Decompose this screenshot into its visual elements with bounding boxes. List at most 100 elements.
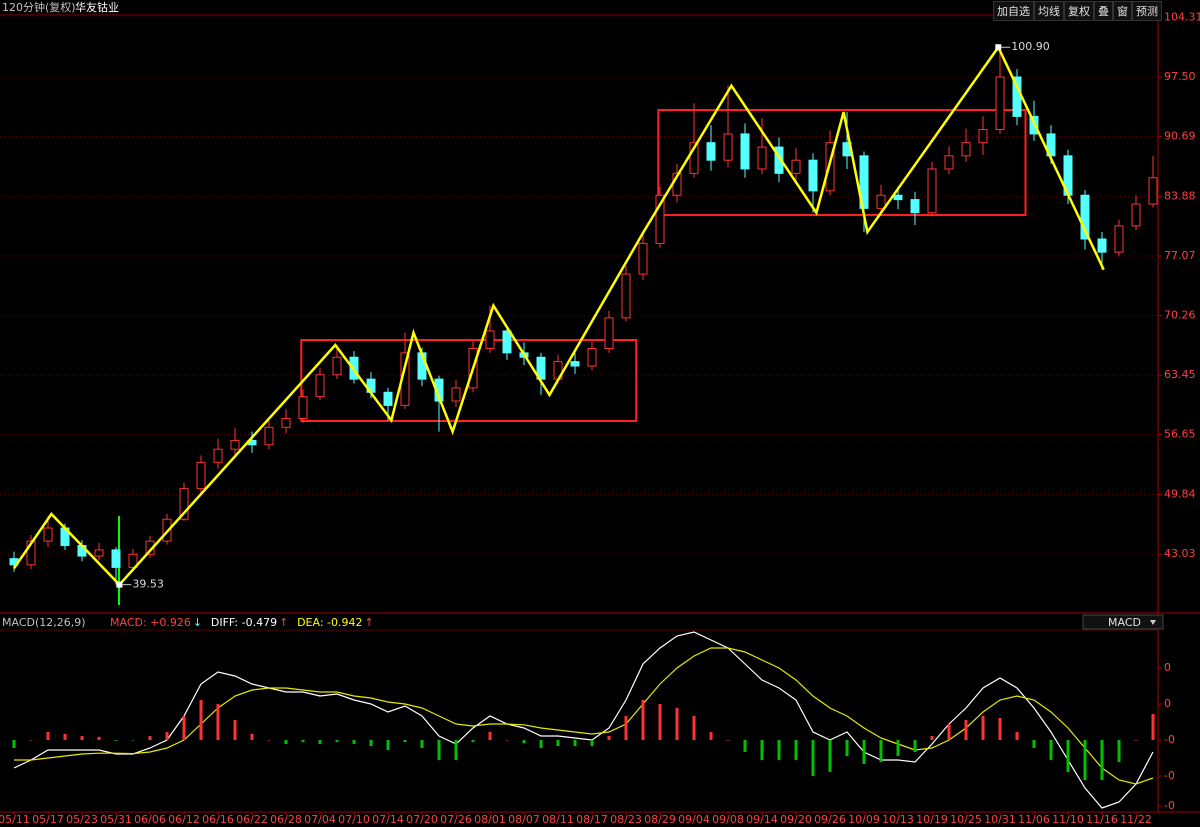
x-tick-label: 05/17 bbox=[32, 813, 64, 826]
macd-bar bbox=[845, 740, 849, 756]
candle-body bbox=[1131, 203, 1141, 227]
macd-bar bbox=[522, 740, 526, 744]
candle-body bbox=[332, 356, 342, 376]
annotation-label: 39.53 bbox=[132, 578, 164, 591]
range-box bbox=[300, 338, 638, 422]
y-tick-label: -0 bbox=[1164, 733, 1175, 746]
macd-bar bbox=[1134, 740, 1138, 741]
x-tick-label: 11/06 bbox=[1018, 813, 1050, 826]
x-tick-label: 07/26 bbox=[440, 813, 472, 826]
macd-bar bbox=[233, 720, 237, 740]
macd-bar bbox=[216, 704, 220, 740]
toolbar-button[interactable]: 预测 bbox=[1132, 1, 1162, 21]
macd-bar bbox=[556, 740, 560, 746]
toolbar-button[interactable]: 均线 bbox=[1034, 1, 1064, 21]
annotation-label: 100.90 bbox=[1011, 40, 1050, 53]
macd-bar bbox=[862, 740, 866, 764]
x-tick-label: 11/22 bbox=[1120, 813, 1152, 826]
candle-body bbox=[740, 133, 750, 170]
x-tick-label: 09/20 bbox=[780, 813, 812, 826]
annotation-marker bbox=[995, 44, 1002, 51]
candle-body bbox=[961, 142, 971, 157]
readout: DEA: -0.942 bbox=[297, 616, 362, 629]
macd-bar bbox=[981, 716, 985, 740]
macd-line bbox=[13, 631, 1154, 809]
macd-bar bbox=[1015, 732, 1019, 740]
candle-body bbox=[179, 488, 189, 520]
macd-bar bbox=[1049, 740, 1053, 760]
x-tick-label: 06/28 bbox=[270, 813, 302, 826]
x-tick-label: 07/20 bbox=[406, 813, 438, 826]
readout: MACD: +0.926 bbox=[110, 616, 191, 629]
macd-bar bbox=[1066, 740, 1070, 772]
toolbar-button[interactable]: 加自选 bbox=[993, 1, 1034, 21]
macd-bar bbox=[46, 732, 50, 740]
macd-bar bbox=[369, 740, 373, 746]
candle-body bbox=[723, 133, 733, 161]
y-tick-label: 97.50 bbox=[1164, 70, 1196, 83]
x-tick-label: 08/01 bbox=[474, 813, 506, 826]
macd-bar bbox=[284, 740, 288, 744]
y-tick-label: 77.07 bbox=[1164, 249, 1196, 262]
macd-bar bbox=[930, 736, 934, 740]
candle-body bbox=[706, 142, 716, 161]
macd-bar bbox=[97, 736, 101, 740]
macd-bar bbox=[29, 740, 33, 741]
x-tick-label: 10/19 bbox=[916, 813, 948, 826]
macd-bar bbox=[998, 718, 1002, 740]
y-tick-label: -0 bbox=[1164, 769, 1175, 782]
indicator-selector[interactable] bbox=[1082, 614, 1164, 630]
toolbar-button[interactable]: 窗 bbox=[1113, 1, 1132, 21]
y-tick-label: 70.26 bbox=[1164, 309, 1196, 322]
candle-body bbox=[1097, 238, 1107, 253]
readout: DIFF: -0.479 bbox=[211, 616, 277, 629]
x-tick-label: 06/12 bbox=[168, 813, 200, 826]
candle-body bbox=[587, 347, 597, 367]
y-tick-label: 56.65 bbox=[1164, 428, 1196, 441]
macd-bar bbox=[641, 700, 645, 740]
x-tick-label: 11/10 bbox=[1052, 813, 1084, 826]
macd-bar bbox=[250, 734, 254, 740]
candle-body bbox=[128, 553, 138, 568]
macd-bar bbox=[1083, 740, 1087, 780]
candle-body bbox=[111, 549, 121, 568]
macd-bar bbox=[80, 736, 84, 740]
x-tick-label: 09/26 bbox=[814, 813, 846, 826]
toolbar: 加自选 均线 复权叠窗预测 bbox=[993, 1, 1162, 21]
x-tick-label: 07/14 bbox=[372, 813, 404, 826]
macd-bar bbox=[471, 740, 475, 742]
candle-body bbox=[638, 242, 648, 275]
candle-body bbox=[264, 426, 274, 446]
macd-bar bbox=[879, 740, 883, 762]
candle-body bbox=[774, 146, 784, 174]
toolbar-button[interactable]: 复权 bbox=[1064, 1, 1094, 21]
macd-bar bbox=[964, 720, 968, 740]
macd-bar bbox=[165, 732, 169, 740]
candle-body bbox=[1148, 177, 1158, 205]
chart-title: 120分钟(复权) bbox=[2, 0, 76, 14]
macd-bar bbox=[318, 740, 322, 744]
dropdown-arrow[interactable] bbox=[1150, 620, 1156, 625]
candle-body bbox=[570, 361, 580, 367]
macd-bar bbox=[709, 732, 713, 740]
stock-name: 华友钴业 bbox=[75, 0, 119, 14]
candle-body bbox=[281, 418, 291, 428]
x-tick-label: 05/23 bbox=[66, 813, 98, 826]
candle-body bbox=[621, 273, 631, 319]
x-tick-label: 09/14 bbox=[746, 813, 778, 826]
x-tick-label: 10/09 bbox=[848, 813, 880, 826]
macd-bar bbox=[403, 740, 407, 742]
candle-body bbox=[910, 199, 920, 214]
indicator-selector-label[interactable]: MACD bbox=[1108, 616, 1141, 629]
candle-body bbox=[1114, 225, 1124, 253]
y-tick-label: 90.69 bbox=[1164, 130, 1196, 143]
x-tick-label: 08/29 bbox=[644, 813, 676, 826]
macd-bar bbox=[420, 740, 424, 748]
candle-body bbox=[43, 527, 53, 542]
macd-bar bbox=[573, 740, 577, 746]
macd-bar bbox=[947, 724, 951, 740]
toolbar-button[interactable]: 叠 bbox=[1094, 1, 1113, 21]
candle-body bbox=[893, 194, 903, 201]
